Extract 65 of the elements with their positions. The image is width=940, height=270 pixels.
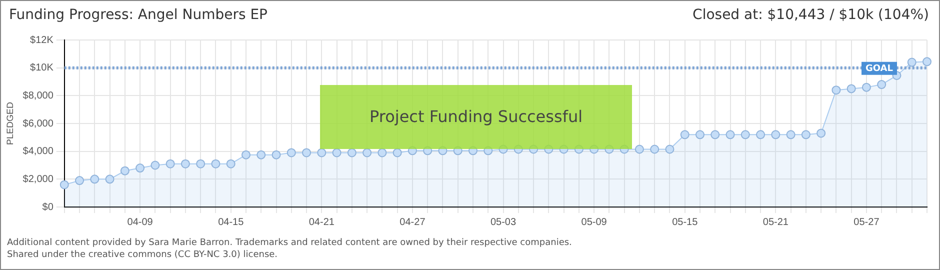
point (378, 148, 387, 158)
point (105, 174, 114, 184)
point (241, 150, 250, 160)
x-tick-label: 05-27 (854, 216, 880, 228)
point (272, 150, 281, 160)
chart-title: Funding Progress: Angel Numbers EP (9, 7, 268, 23)
x-tick-label: 04-21 (308, 216, 335, 228)
point (136, 164, 145, 173)
point (180, 159, 190, 168)
point (786, 130, 796, 140)
point (801, 130, 810, 140)
x-tick-label: 05-15 (672, 216, 698, 228)
point (680, 130, 690, 140)
point (756, 130, 766, 140)
point (922, 57, 932, 66)
point (392, 148, 402, 158)
point (256, 150, 266, 160)
x-tick-label: 05-03 (490, 216, 516, 228)
x-tick-label: 04-15 (218, 216, 244, 228)
y-tick-label: $8,000 (22, 90, 54, 102)
x-tick-label: 05-09 (581, 216, 608, 228)
point (150, 160, 160, 170)
point (771, 130, 780, 140)
point (650, 144, 660, 154)
point (347, 148, 356, 158)
point (740, 130, 750, 140)
y-axis-title: PLEDGED (4, 101, 15, 146)
y-tick-label: $6,000 (22, 118, 54, 130)
x-tick-label: 04-09 (127, 216, 154, 228)
point (75, 176, 84, 186)
y-tick-label: $4,000 (22, 146, 54, 158)
point (362, 148, 372, 158)
x-tick-label: 04-27 (400, 216, 426, 228)
point (286, 148, 296, 158)
point (90, 174, 100, 184)
point (634, 144, 644, 154)
point (211, 159, 220, 168)
point (695, 130, 704, 140)
y-tick-label: $2,000 (22, 174, 54, 185)
point (317, 148, 326, 158)
point (877, 80, 886, 90)
point (907, 58, 916, 67)
y-tick-label: $0 (42, 202, 54, 213)
text: Additional content provided by Sara Marie Barron. Trademarks and related content are owned by their respective companies. (7, 237, 572, 249)
point (816, 128, 826, 138)
point (196, 159, 206, 168)
point (832, 86, 841, 95)
y-tick-label: $12K (30, 34, 54, 46)
point (166, 159, 175, 168)
banner: Project Funding Successful (320, 84, 632, 149)
point (120, 166, 130, 176)
x-tick-label: 05-21 (762, 216, 789, 228)
point (665, 144, 674, 154)
point (710, 130, 720, 140)
ref-line-label: GOAL (866, 64, 894, 74)
chart-subtitle: Closed at: $10,443 / $10k (104%) (692, 7, 929, 23)
point (726, 130, 735, 140)
text: Shared under the creative commons (CC BY-NC 3.0) license. (7, 249, 279, 261)
point (846, 84, 856, 94)
point (226, 159, 236, 168)
point (302, 148, 312, 158)
y-tick-label: $10K (30, 62, 54, 74)
point (862, 82, 871, 92)
point (332, 148, 342, 158)
point (60, 180, 69, 190)
